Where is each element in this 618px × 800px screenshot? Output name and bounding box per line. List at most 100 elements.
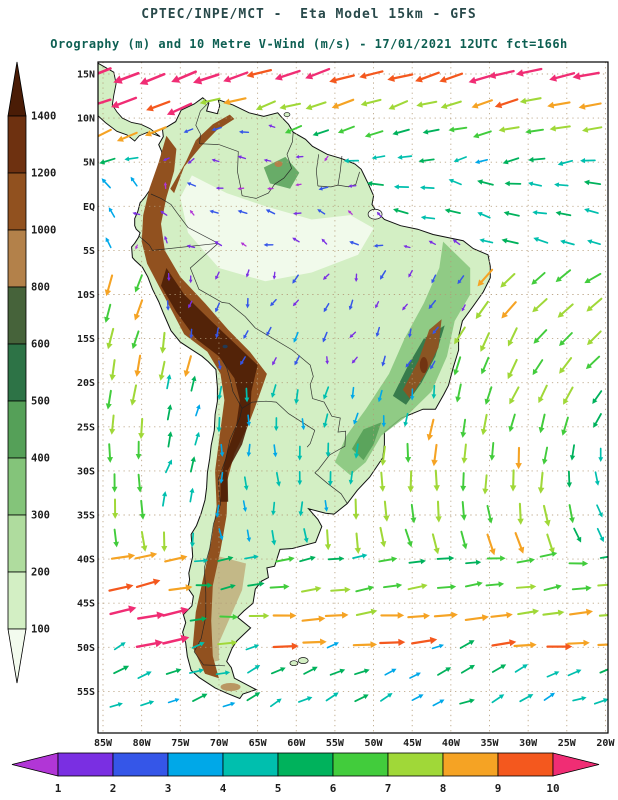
wind-arrow	[407, 359, 412, 366]
wind-arrow	[327, 557, 341, 561]
wind-arrow	[269, 700, 279, 708]
wind-arrow-head	[230, 584, 236, 589]
wind-arrow-head	[527, 694, 534, 699]
wind-arrow	[410, 503, 415, 519]
wind-arrow	[275, 471, 280, 483]
wind-arrow-head	[187, 160, 192, 164]
wind-arrow	[135, 299, 144, 316]
wind-arrow	[167, 699, 177, 704]
wind-arrow	[323, 331, 328, 340]
wind-arrow	[323, 240, 328, 245]
wind-arrow-head	[444, 208, 451, 214]
wind-arrow	[404, 412, 409, 424]
wind-arrow-head	[109, 374, 116, 381]
wind-arrow	[464, 616, 484, 621]
wind-arrow	[494, 69, 515, 77]
wind-arrow	[298, 697, 309, 703]
wind-arrow-head	[246, 70, 255, 78]
wind-arrow-head	[292, 279, 297, 284]
country-borders-layer	[139, 101, 360, 667]
wind-arrow-head	[473, 132, 480, 139]
orography-colorbar-segment	[7, 115, 27, 174]
wind-arrow-head	[603, 698, 608, 703]
wind-arrow	[111, 359, 116, 376]
wind-arrow	[220, 585, 232, 591]
wind-arrow	[199, 73, 220, 82]
wind-arrow	[455, 356, 462, 371]
wind-arrow	[401, 155, 413, 159]
wind-arrow-head	[158, 374, 165, 381]
wind-arrow	[433, 613, 453, 618]
wind-arrow-head	[324, 507, 329, 512]
wind-arrow-head	[531, 278, 538, 285]
lat-label: 20S	[77, 378, 95, 389]
wind-colorbar-right-arrow	[552, 752, 600, 777]
wind-arrow	[540, 384, 548, 399]
wind-arrow	[461, 501, 465, 517]
wind-arrow-head	[561, 429, 567, 436]
wind-arrow-head	[439, 699, 445, 704]
wind-arrow-head	[393, 184, 399, 190]
wind-arrow-head	[323, 394, 328, 400]
wind-arrow-head	[219, 535, 224, 541]
wind-arrow-head	[507, 339, 514, 347]
wind-arrow-head	[614, 641, 618, 648]
wind-arrow	[396, 209, 409, 215]
wind-arrow-head	[500, 281, 507, 288]
wind-arrow	[537, 238, 549, 244]
wind-arrow	[378, 213, 382, 218]
wind-arrow-head	[555, 210, 561, 216]
wind-arrow-head	[388, 103, 396, 110]
wind-arrow	[448, 209, 461, 214]
wind-arrow-head	[431, 459, 438, 467]
wind-arrow-head	[105, 403, 112, 410]
wind-arrow	[107, 389, 112, 405]
wind-arrow-head	[237, 186, 241, 191]
wind-arrow-head	[373, 243, 378, 248]
wind-arrow	[103, 157, 116, 163]
wind-arrow-head	[265, 209, 271, 214]
wind-arrow	[246, 269, 250, 275]
wind-arrow-head	[525, 128, 532, 135]
wind-arrow	[190, 460, 195, 473]
wind-arrow-head	[451, 611, 458, 619]
wind-arrow-head	[592, 398, 598, 404]
wind-arrow	[189, 669, 201, 674]
wind-arrow	[569, 611, 588, 616]
wind-arrow	[191, 211, 195, 216]
wind-arrow-head	[288, 556, 295, 562]
country-border	[150, 193, 230, 304]
wind-arrow-head	[242, 507, 248, 512]
wind-arrow-head	[215, 275, 219, 280]
wind-arrow-head	[216, 427, 222, 433]
wind-arrow-head	[522, 664, 528, 669]
wind-arrow-head	[185, 584, 193, 592]
wind-arrow-head	[215, 334, 220, 339]
wind-arrow	[354, 412, 359, 422]
wind-arrow-head	[566, 482, 572, 488]
wind-arrow-head	[136, 486, 143, 493]
wind-arrow-head	[111, 100, 120, 109]
wind-arrow-head	[508, 425, 514, 433]
wind-arrow-head	[440, 102, 448, 109]
wind-arrow-head	[509, 639, 517, 647]
wind-arrow	[426, 128, 440, 133]
wind-arrow-head	[379, 485, 386, 492]
wind-arrow	[562, 332, 573, 343]
orography-scale-label: 400	[31, 453, 50, 465]
country-border	[193, 360, 243, 667]
wind-arrow	[191, 643, 202, 649]
wind-arrow	[241, 356, 246, 363]
wind-arrow-head	[363, 694, 369, 700]
wind-arrow	[354, 670, 366, 676]
wind-arrow-head	[320, 638, 327, 646]
wind-arrow-head	[599, 536, 605, 543]
wind-arrow-head	[146, 671, 152, 676]
wind-arrow	[352, 242, 359, 246]
wind-arrow	[379, 526, 385, 543]
lat-label: 50S	[77, 643, 95, 654]
wind-arrow-head	[457, 279, 462, 285]
wind-arrow-head	[584, 277, 591, 284]
wind-arrow	[482, 413, 488, 431]
wind-arrow	[140, 499, 144, 515]
